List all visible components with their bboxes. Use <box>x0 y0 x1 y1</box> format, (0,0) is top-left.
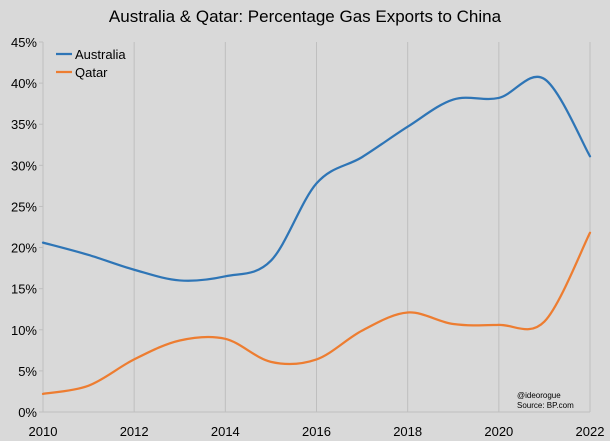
y-tick-label: 25% <box>11 199 37 214</box>
y-tick-label: 30% <box>11 158 37 173</box>
y-tick-label: 40% <box>11 76 37 91</box>
y-tick-label: 20% <box>11 241 37 256</box>
y-tick-label: 10% <box>11 323 37 338</box>
series <box>41 75 592 396</box>
x-tick-label: 2014 <box>211 424 240 439</box>
x-tick-label: 2012 <box>120 424 149 439</box>
x-tick-label: 2010 <box>29 424 58 439</box>
y-tick-label: 15% <box>11 282 37 297</box>
x-tick-label: 2020 <box>484 424 513 439</box>
y-tick-label: 5% <box>18 364 37 379</box>
legend-label-australia: Australia <box>75 47 126 62</box>
chart-title: Australia & Qatar: Percentage Gas Export… <box>109 7 502 26</box>
grid <box>42 42 591 412</box>
y-tick-label: 35% <box>11 117 37 132</box>
y-tick-label: 0% <box>18 405 37 420</box>
series-line-australia <box>41 75 592 282</box>
x-tick-label: 2022 <box>576 424 605 439</box>
credit-annotation: @ideorogue <box>517 391 561 400</box>
source-annotation: Source: BP.com <box>517 401 574 410</box>
legend: Australia Qatar <box>56 47 126 80</box>
series-line-qatar <box>41 231 592 396</box>
legend-label-qatar: Qatar <box>75 65 108 80</box>
x-tick-label: 2016 <box>302 424 331 439</box>
axes: 0% 5% 10% 15% 20% 25% 30% 35% 40% 45% 2010 2012 2014… <box>11 35 604 439</box>
y-tick-label: 45% <box>11 35 37 50</box>
x-tick-label: 2018 <box>393 424 422 439</box>
